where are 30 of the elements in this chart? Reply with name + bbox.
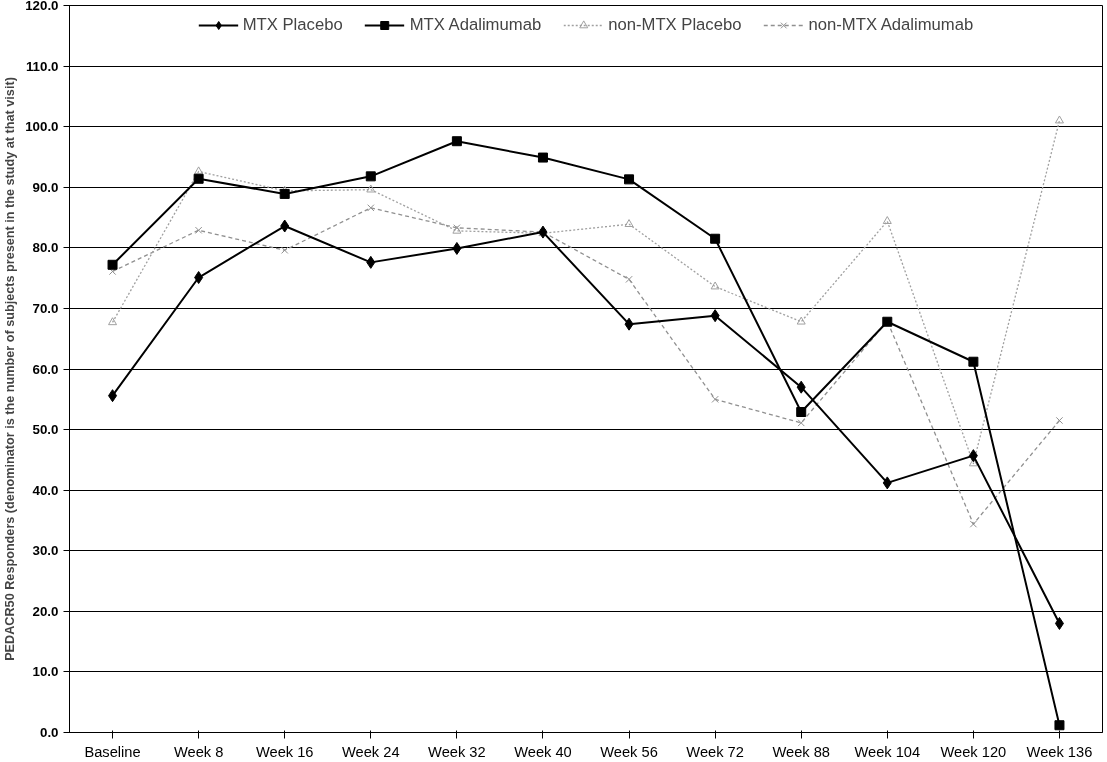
y-tick-label: 60.0 xyxy=(32,361,59,377)
x-tick-label: Week 32 xyxy=(428,743,486,760)
legend-label: MTX Placebo xyxy=(242,15,343,35)
y-tick-label: 40.0 xyxy=(32,482,59,498)
legend-label: non-MTX Placebo xyxy=(608,15,742,35)
y-tick-label: 30.0 xyxy=(32,543,59,559)
x-tick-label: Baseline xyxy=(84,743,141,760)
x-tick-label: Week 40 xyxy=(514,743,572,760)
y-tick-label: 0.0 xyxy=(39,725,59,740)
y-tick-label: 70.0 xyxy=(32,300,59,316)
y-tick-label: 80.0 xyxy=(32,240,59,256)
legend-label: non-MTX Adalimumab xyxy=(808,15,974,35)
x-tick-label: Week 72 xyxy=(686,743,744,760)
y-tick-label: 120.0 xyxy=(25,0,59,13)
y-tick-label: 100.0 xyxy=(25,119,59,135)
y-tick-label: 110.0 xyxy=(25,58,59,74)
x-tick-label: Week 120 xyxy=(940,743,1007,760)
legend-label: MTX Adalimumab xyxy=(409,15,542,35)
x-tick-label: Week 136 xyxy=(1026,743,1093,760)
x-tick-label: Week 24 xyxy=(342,743,400,760)
y-tick-label: 90.0 xyxy=(32,179,59,195)
x-tick-label: Week 8 xyxy=(173,743,224,760)
y-tick-label: 20.0 xyxy=(32,603,59,619)
x-tick-label: Week 88 xyxy=(772,743,830,760)
y-tick-label: 10.0 xyxy=(32,664,59,680)
x-tick-label: Week 104 xyxy=(854,743,921,760)
y-tick-label: 50.0 xyxy=(32,422,59,438)
y-axis-title: PEDACR50 Responders (denominator is the number of subjects present in the study at that visit) xyxy=(3,77,18,661)
x-tick-label: Week 56 xyxy=(600,743,658,760)
x-tick-label: Week 16 xyxy=(255,743,314,760)
